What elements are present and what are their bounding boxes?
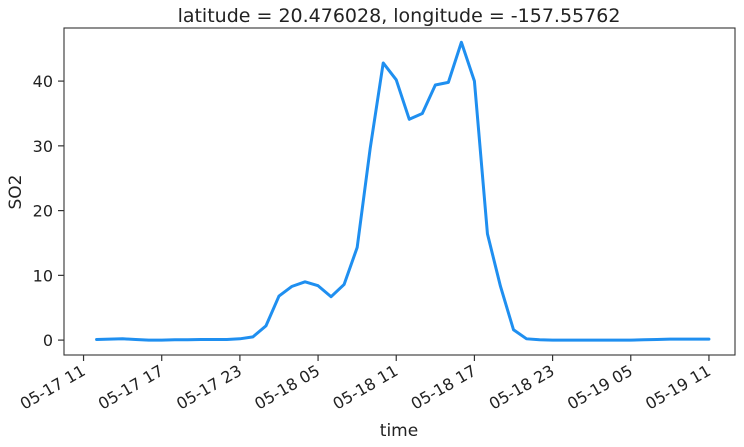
plot-area-frame bbox=[63, 27, 736, 356]
y-tick-label: 20 bbox=[33, 202, 53, 221]
y-axis-label: SO2 bbox=[6, 175, 26, 210]
x-tick-label: 05-17 17 bbox=[95, 361, 167, 413]
x-tick-label: 05-18 23 bbox=[486, 361, 558, 413]
x-tick-label: 05-18 17 bbox=[408, 361, 480, 413]
y-tick-label: 10 bbox=[33, 266, 53, 285]
x-tick-label: 05-18 11 bbox=[329, 361, 401, 413]
x-tick-label: 05-19 11 bbox=[642, 361, 714, 413]
chart-title: latitude = 20.476028, longitude = -157.5… bbox=[178, 5, 621, 27]
series-layer bbox=[95, 40, 711, 342]
x-tick-label: 05-17 11 bbox=[17, 361, 89, 413]
x-tick-label: 05-17 23 bbox=[173, 361, 245, 413]
y-tick-label: 0 bbox=[43, 331, 53, 350]
x-tick-label: 05-18 05 bbox=[251, 361, 323, 413]
x-axis-ticks: 05-17 11 05-17 17 05-17 23 05-18 05 05-18 11… bbox=[17, 355, 714, 413]
y-tick-label: 40 bbox=[33, 72, 53, 91]
y-tick-label: 30 bbox=[33, 137, 53, 156]
series-line bbox=[95, 40, 711, 342]
x-axis-label: time bbox=[380, 421, 418, 441]
x-tick-label: 05-19 05 bbox=[564, 361, 636, 413]
y-axis-ticks: 0 10 20 30 40 bbox=[33, 72, 64, 350]
